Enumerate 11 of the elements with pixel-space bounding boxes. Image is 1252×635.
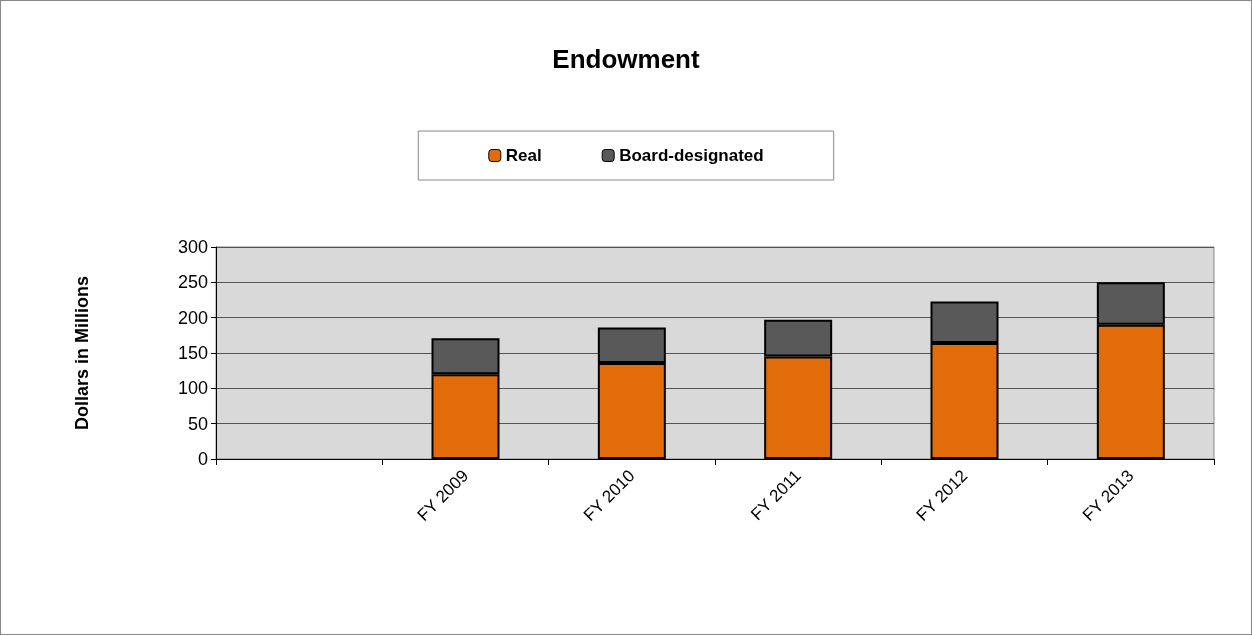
- y-tick-label: 150: [177, 343, 208, 363]
- chart-title: Endowment: [552, 44, 700, 74]
- legend-label: Real: [505, 146, 542, 165]
- y-tick-label: 300: [177, 237, 208, 257]
- y-tick-label: 50: [187, 413, 208, 434]
- legend-label: Board-designated: [619, 146, 764, 165]
- y-tick-label: 250: [177, 272, 208, 293]
- y-tick-label: 100: [177, 378, 208, 399]
- y-tick-label: 0: [197, 449, 208, 469]
- y-axis-title: Dollars in Millions: [72, 275, 92, 431]
- y-tick-label: 200: [177, 307, 208, 328]
